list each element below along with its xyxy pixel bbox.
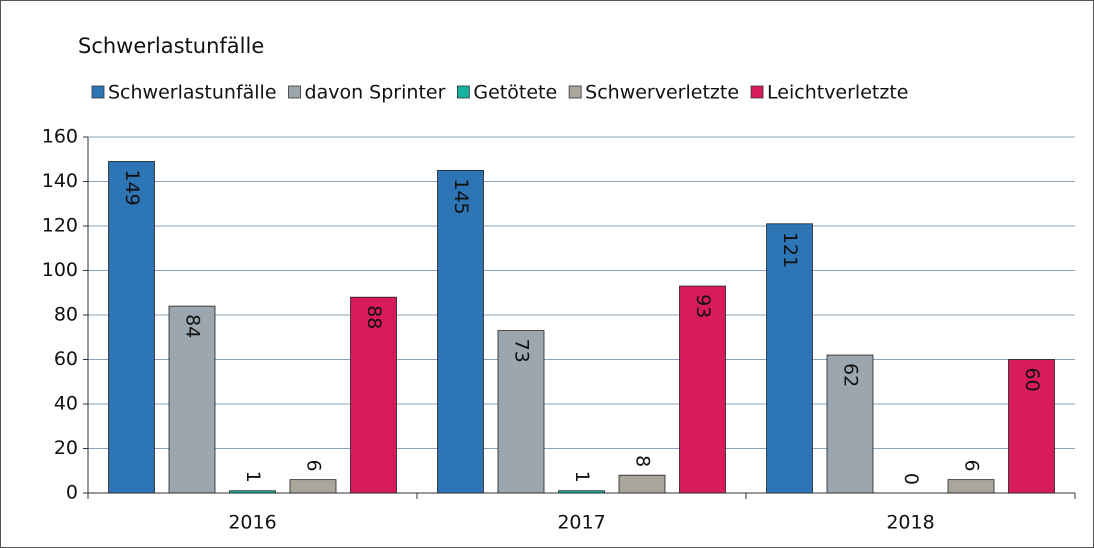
legend-swatch <box>568 85 582 99</box>
x-tick-label: 2017 <box>557 512 605 534</box>
bar <box>1008 359 1055 494</box>
data-label: 6 <box>961 460 983 472</box>
data-label: 1 <box>242 471 264 483</box>
data-label: 121 <box>779 232 801 268</box>
data-label: 62 <box>840 363 862 387</box>
y-tick-label: 20 <box>54 437 78 459</box>
bar <box>108 161 155 494</box>
y-tick-label: 40 <box>54 393 78 415</box>
bar <box>826 354 874 494</box>
data-label: 8 <box>632 455 654 467</box>
legend-swatch <box>456 85 470 99</box>
data-label: 149 <box>121 169 143 205</box>
legend-swatch <box>750 85 764 99</box>
bar <box>168 305 216 494</box>
y-tick-label: 80 <box>54 304 78 326</box>
bar <box>350 296 397 494</box>
bar <box>289 479 337 494</box>
bar <box>229 490 276 494</box>
data-label: 6 <box>303 460 325 472</box>
chart-title: Schwerlastunfälle <box>78 34 264 58</box>
x-tick-label: 2018 <box>886 512 934 534</box>
y-tick-label: 60 <box>54 348 78 370</box>
legend-swatch <box>288 85 301 99</box>
data-label: 0 <box>900 473 922 485</box>
bar <box>679 285 726 494</box>
bar <box>558 490 605 494</box>
data-label: 60 <box>1021 368 1043 392</box>
y-tick-label: 120 <box>42 215 78 237</box>
legend-label: Schwerverletzte <box>585 82 739 104</box>
y-tick-label: 0 <box>66 482 78 504</box>
data-label: 1 <box>571 471 593 483</box>
bar <box>766 223 813 494</box>
data-label: 93 <box>692 294 714 318</box>
y-tick-label: 160 <box>42 126 78 148</box>
data-label: 88 <box>363 305 385 329</box>
legend-label: Getötete <box>473 82 557 104</box>
y-tick-label: 100 <box>42 259 78 281</box>
legend-swatch <box>91 85 105 99</box>
data-label: 84 <box>182 314 204 338</box>
data-label: 73 <box>511 339 533 363</box>
y-tick-label: 140 <box>42 170 78 192</box>
legend-label: Leichtverletzte <box>767 82 908 104</box>
x-tick-label: 2016 <box>228 512 276 534</box>
legend-label: davon Sprinter <box>305 82 446 104</box>
bar <box>497 330 545 494</box>
data-label: 145 <box>450 178 472 214</box>
bar <box>437 169 484 494</box>
bar <box>618 474 666 494</box>
bar <box>947 479 995 494</box>
legend-label: Schwerlastunfälle <box>108 82 277 104</box>
